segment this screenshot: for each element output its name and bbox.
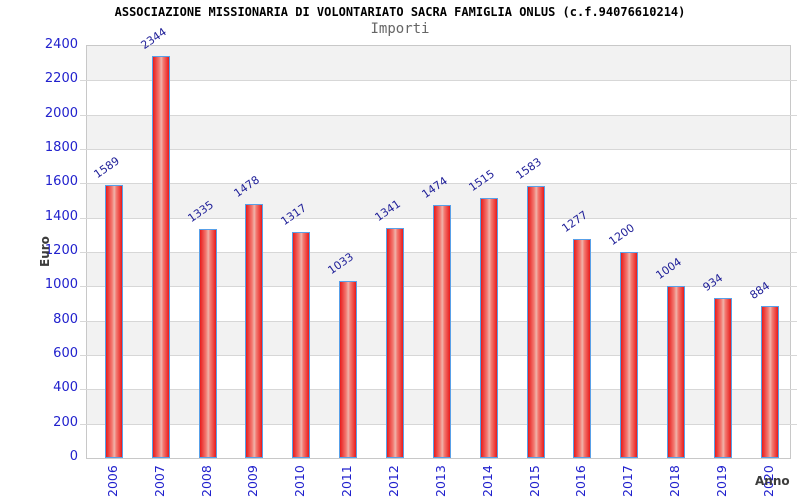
x-axis-tick-label: 2008 [198, 465, 214, 497]
grid-band [87, 46, 790, 81]
bar-2020 [760, 306, 779, 458]
x-axis-tick-label: 2015 [526, 465, 542, 497]
y-axis-tick-label: 600 [53, 346, 78, 361]
x-axis-tick-label: 2017 [620, 465, 636, 497]
bar-2010 [292, 231, 311, 458]
y-axis-tick-label: 0 [69, 449, 78, 464]
bar-2011 [339, 280, 358, 458]
bar-2015 [526, 186, 545, 458]
bar-2006 [104, 185, 123, 458]
x-axis-tick-label: 2012 [386, 465, 401, 497]
bar-2013 [432, 204, 451, 458]
plot-area: 1589 2344 1335 1478 1317 1033 1341 1474 1515 1583… [80, 25, 797, 459]
grid-band [87, 149, 790, 184]
bar-2008 [198, 228, 217, 458]
bar-2007 [151, 55, 170, 458]
y-axis-tick-label: 1000 [44, 277, 78, 293]
gridline [80, 149, 797, 150]
x-axis-title: Anno [755, 474, 790, 488]
x-axis-tick-label: 2019 [714, 465, 730, 497]
x-axis-tick-label: 2006 [104, 465, 120, 497]
bar-2009 [245, 204, 264, 458]
y-axis-tick-label: 2000 [44, 105, 78, 121]
grid-band [87, 80, 790, 115]
y-axis-tick-label: 1600 [44, 174, 78, 190]
y-axis-tick-label: 800 [53, 311, 78, 327]
bar-2019 [714, 297, 733, 458]
x-axis-tick-label: 2013 [432, 465, 448, 497]
bar-2012 [386, 227, 404, 458]
grid-band [87, 114, 790, 149]
chart-subtitle: Importi [370, 21, 430, 37]
x-axis-tick-label: 2011 [339, 465, 355, 497]
x-axis-tick-label: 2009 [245, 465, 261, 497]
gridline [80, 80, 797, 82]
bar-2017 [620, 252, 639, 458]
x-axis-tick-label: 2007 [151, 465, 167, 497]
y-axis-tick-label: 200 [53, 414, 78, 430]
bar-2016 [573, 238, 592, 458]
gridline [80, 114, 797, 116]
y-axis-tick-label: 1400 [44, 208, 78, 224]
y-axis-tick-label: 2200 [44, 71, 78, 87]
x-axis-tick-label: 2010 [292, 465, 308, 497]
y-axis-tick-label: 2400 [44, 37, 78, 52]
x-axis-tick-label: 2016 [573, 465, 589, 497]
y-axis-title: Euro [38, 236, 52, 267]
gridline [80, 183, 797, 185]
x-axis-tick-label: 2018 [667, 465, 683, 497]
bar-2018 [667, 285, 686, 458]
y-axis-tick-label: 1800 [44, 140, 78, 155]
bar-2014 [479, 197, 498, 458]
y-axis-tick-label: 1200 [44, 243, 78, 258]
chart-title: ASSOCIAZIONE MISSIONARIA DI VOLONTARIATO… [114, 5, 686, 19]
x-axis-tick-label: 2014 [479, 465, 495, 497]
y-axis-tick-label: 400 [53, 380, 78, 396]
